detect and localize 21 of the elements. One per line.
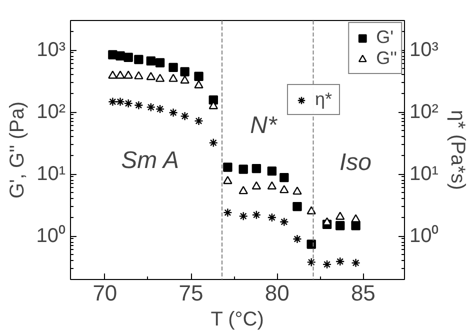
legend-label: G'' <box>376 48 397 69</box>
text: 10³ <box>36 39 66 62</box>
y2-axis-title: η* (Pa*s) <box>446 110 469 190</box>
x-tick-label: 70 <box>92 280 118 306</box>
x-axis-title: T (°C) <box>210 308 264 330</box>
text: 10² <box>36 101 66 124</box>
x-tick-label: 80 <box>264 280 290 306</box>
text: 10¹ <box>36 163 66 186</box>
text: 10⁰ <box>36 225 66 248</box>
y-tick-label: 10² <box>410 101 439 124</box>
x-tick-label: 85 <box>350 280 376 306</box>
y-tick-label: 10³ <box>410 39 439 62</box>
y-tick-label: 10¹ <box>410 163 439 186</box>
annotation: Sm A <box>121 147 179 174</box>
y-axis-title: G', G'' (Pa) <box>6 101 28 199</box>
annotation: N* <box>250 112 278 139</box>
y-tick-label: 10⁰ <box>410 224 439 248</box>
legend-label: G' <box>376 27 395 48</box>
legend-label: η* <box>315 89 334 110</box>
annotation: Iso <box>339 149 372 176</box>
x-tick-label: 75 <box>178 280 204 306</box>
